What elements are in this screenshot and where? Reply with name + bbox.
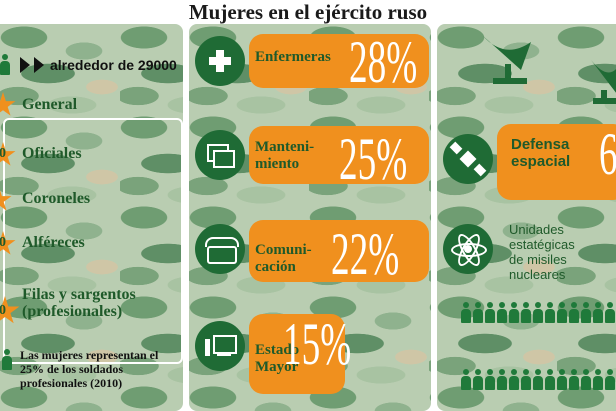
category-percent: 28%	[349, 29, 418, 95]
category-percent: 6	[599, 121, 616, 187]
woman-figure-icon	[521, 369, 531, 391]
category-percent: 25%	[339, 126, 408, 192]
category-percent: 15%	[283, 311, 352, 377]
category-label: Estado Mayor	[255, 342, 300, 375]
radar-dish-icon	[483, 36, 531, 84]
woman-figure-icon	[473, 369, 483, 391]
woman-figure-icon	[545, 369, 555, 391]
woman-figure-icon	[581, 369, 591, 391]
woman-figure-icon	[605, 369, 615, 391]
woman-figure-icon	[509, 302, 519, 324]
rank-label: Filas y sargentos (profesionales)	[22, 286, 136, 320]
middle-panel: Enfermeras 28% Manteni- miento 25% Comun…	[189, 24, 431, 411]
category-label: Unidades estatégicas de misiles nucleare…	[509, 222, 575, 282]
woman-figure-icon	[581, 302, 591, 324]
star-icon	[0, 92, 16, 116]
category-bar	[497, 124, 616, 200]
people-row	[461, 302, 616, 326]
woman-figure-icon	[593, 369, 603, 391]
woman-soldier-icon	[2, 349, 12, 371]
computer-icon	[195, 321, 245, 371]
rank-label: Alféreces	[22, 234, 85, 251]
category-bar	[249, 314, 345, 394]
category-bar	[249, 220, 429, 282]
woman-figure-icon	[485, 369, 495, 391]
woman-figure-icon	[473, 302, 483, 324]
radar-dish-icon	[591, 60, 616, 104]
atom-icon	[443, 224, 493, 274]
telephone-icon	[195, 224, 245, 274]
woman-figure-icon	[497, 369, 507, 391]
satellite-icon	[443, 134, 493, 184]
woman-figure-icon	[521, 302, 531, 324]
category-bar	[249, 126, 429, 184]
woman-figure-icon	[593, 302, 603, 324]
woman-figure-icon	[557, 302, 567, 324]
rank-value: 0	[0, 303, 6, 318]
woman-figure-icon	[533, 369, 543, 391]
woman-figure-icon	[533, 302, 543, 324]
people-row	[461, 369, 616, 393]
documents-icon	[195, 130, 245, 180]
woman-figure-icon	[485, 302, 495, 324]
right-panel: Defensa espacial 6 Unidades estatégicas …	[437, 24, 616, 411]
rank-label: General	[22, 96, 78, 113]
footnote: Las mujeres representan el 25% de los so…	[20, 348, 159, 390]
rank-label: Oficiales	[22, 145, 82, 162]
woman-figure-icon	[605, 302, 615, 324]
chevron-right-icon	[34, 57, 44, 73]
rank-label: Coroneles	[22, 190, 91, 207]
category-bar	[249, 34, 429, 88]
woman-figure-icon	[461, 369, 471, 391]
chevron-right-icon	[20, 57, 30, 73]
woman-figure-icon	[509, 369, 519, 391]
category-label: Defensa espacial	[511, 136, 571, 170]
woman-figure-icon	[569, 369, 579, 391]
plus-icon	[195, 36, 245, 86]
woman-figure-icon	[545, 302, 555, 324]
woman-figure-icon	[497, 302, 507, 324]
woman-figure-icon	[557, 369, 567, 391]
soldier-icon	[0, 54, 10, 76]
rank-value: 0	[0, 146, 6, 161]
category-label: Comuni- cación	[255, 242, 312, 275]
page-title: Mujeres en el ejército ruso	[188, 0, 428, 24]
rank-value: 0	[0, 235, 6, 250]
category-label: Enfermeras	[255, 49, 331, 65]
star-icon	[0, 187, 12, 211]
left-panel: alrededor de 29000 General 0 Oficiales C…	[0, 24, 183, 411]
category-percent: 22%	[331, 221, 400, 287]
woman-figure-icon	[569, 302, 579, 324]
woman-figure-icon	[461, 302, 471, 324]
total-women-count: alrededor de 29000	[50, 57, 177, 73]
category-label: Manteni- miento	[255, 139, 315, 172]
